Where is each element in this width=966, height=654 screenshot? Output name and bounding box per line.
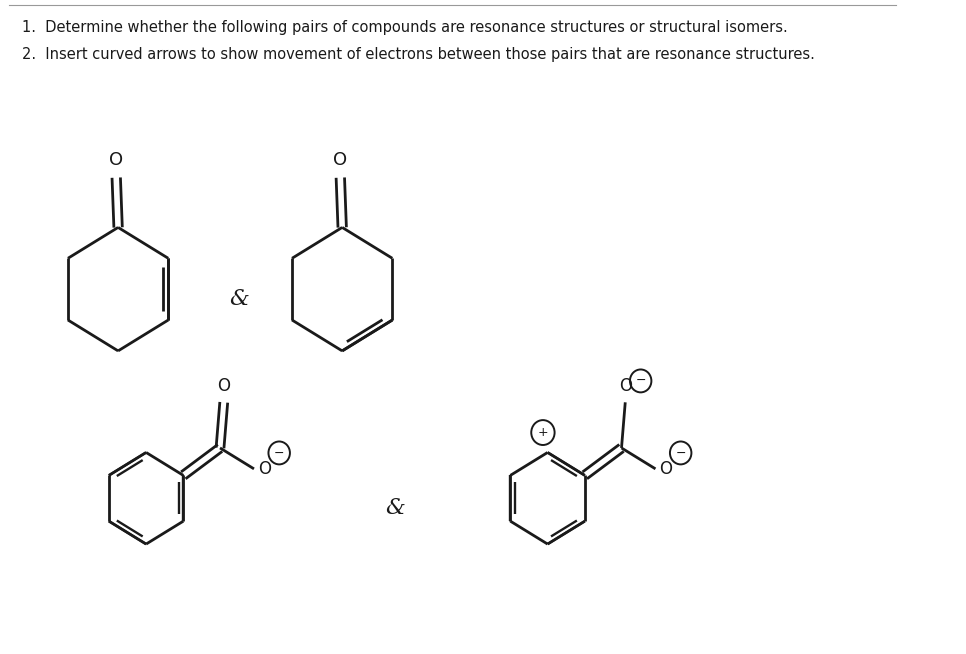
Text: &: &	[230, 288, 249, 310]
Text: O: O	[258, 460, 270, 478]
Text: &: &	[385, 497, 406, 519]
Text: O: O	[217, 377, 230, 396]
Text: O: O	[619, 377, 632, 396]
Text: O: O	[109, 150, 124, 169]
Text: +: +	[538, 426, 549, 439]
Text: −: −	[636, 374, 646, 387]
Text: O: O	[333, 150, 348, 169]
Text: −: −	[675, 447, 686, 459]
Text: 2.  Insert curved arrows to show movement of electrons between those pairs that : 2. Insert curved arrows to show movement…	[22, 47, 814, 62]
Text: −: −	[274, 447, 284, 459]
Text: 1.  Determine whether the following pairs of compounds are resonance structures : 1. Determine whether the following pairs…	[22, 20, 787, 35]
Text: O: O	[659, 460, 672, 478]
